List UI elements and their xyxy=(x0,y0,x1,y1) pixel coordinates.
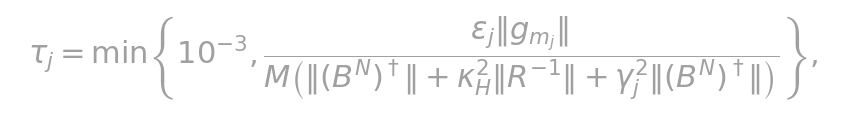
Text: $\tau_j = \min \left\{ 10^{-3}, \dfrac{\epsilon_j \|g_{m_j}\|}{M \left( \|(B^N)^: $\tau_j = \min \left\{ 10^{-3}, \dfrac{\… xyxy=(28,15,819,102)
